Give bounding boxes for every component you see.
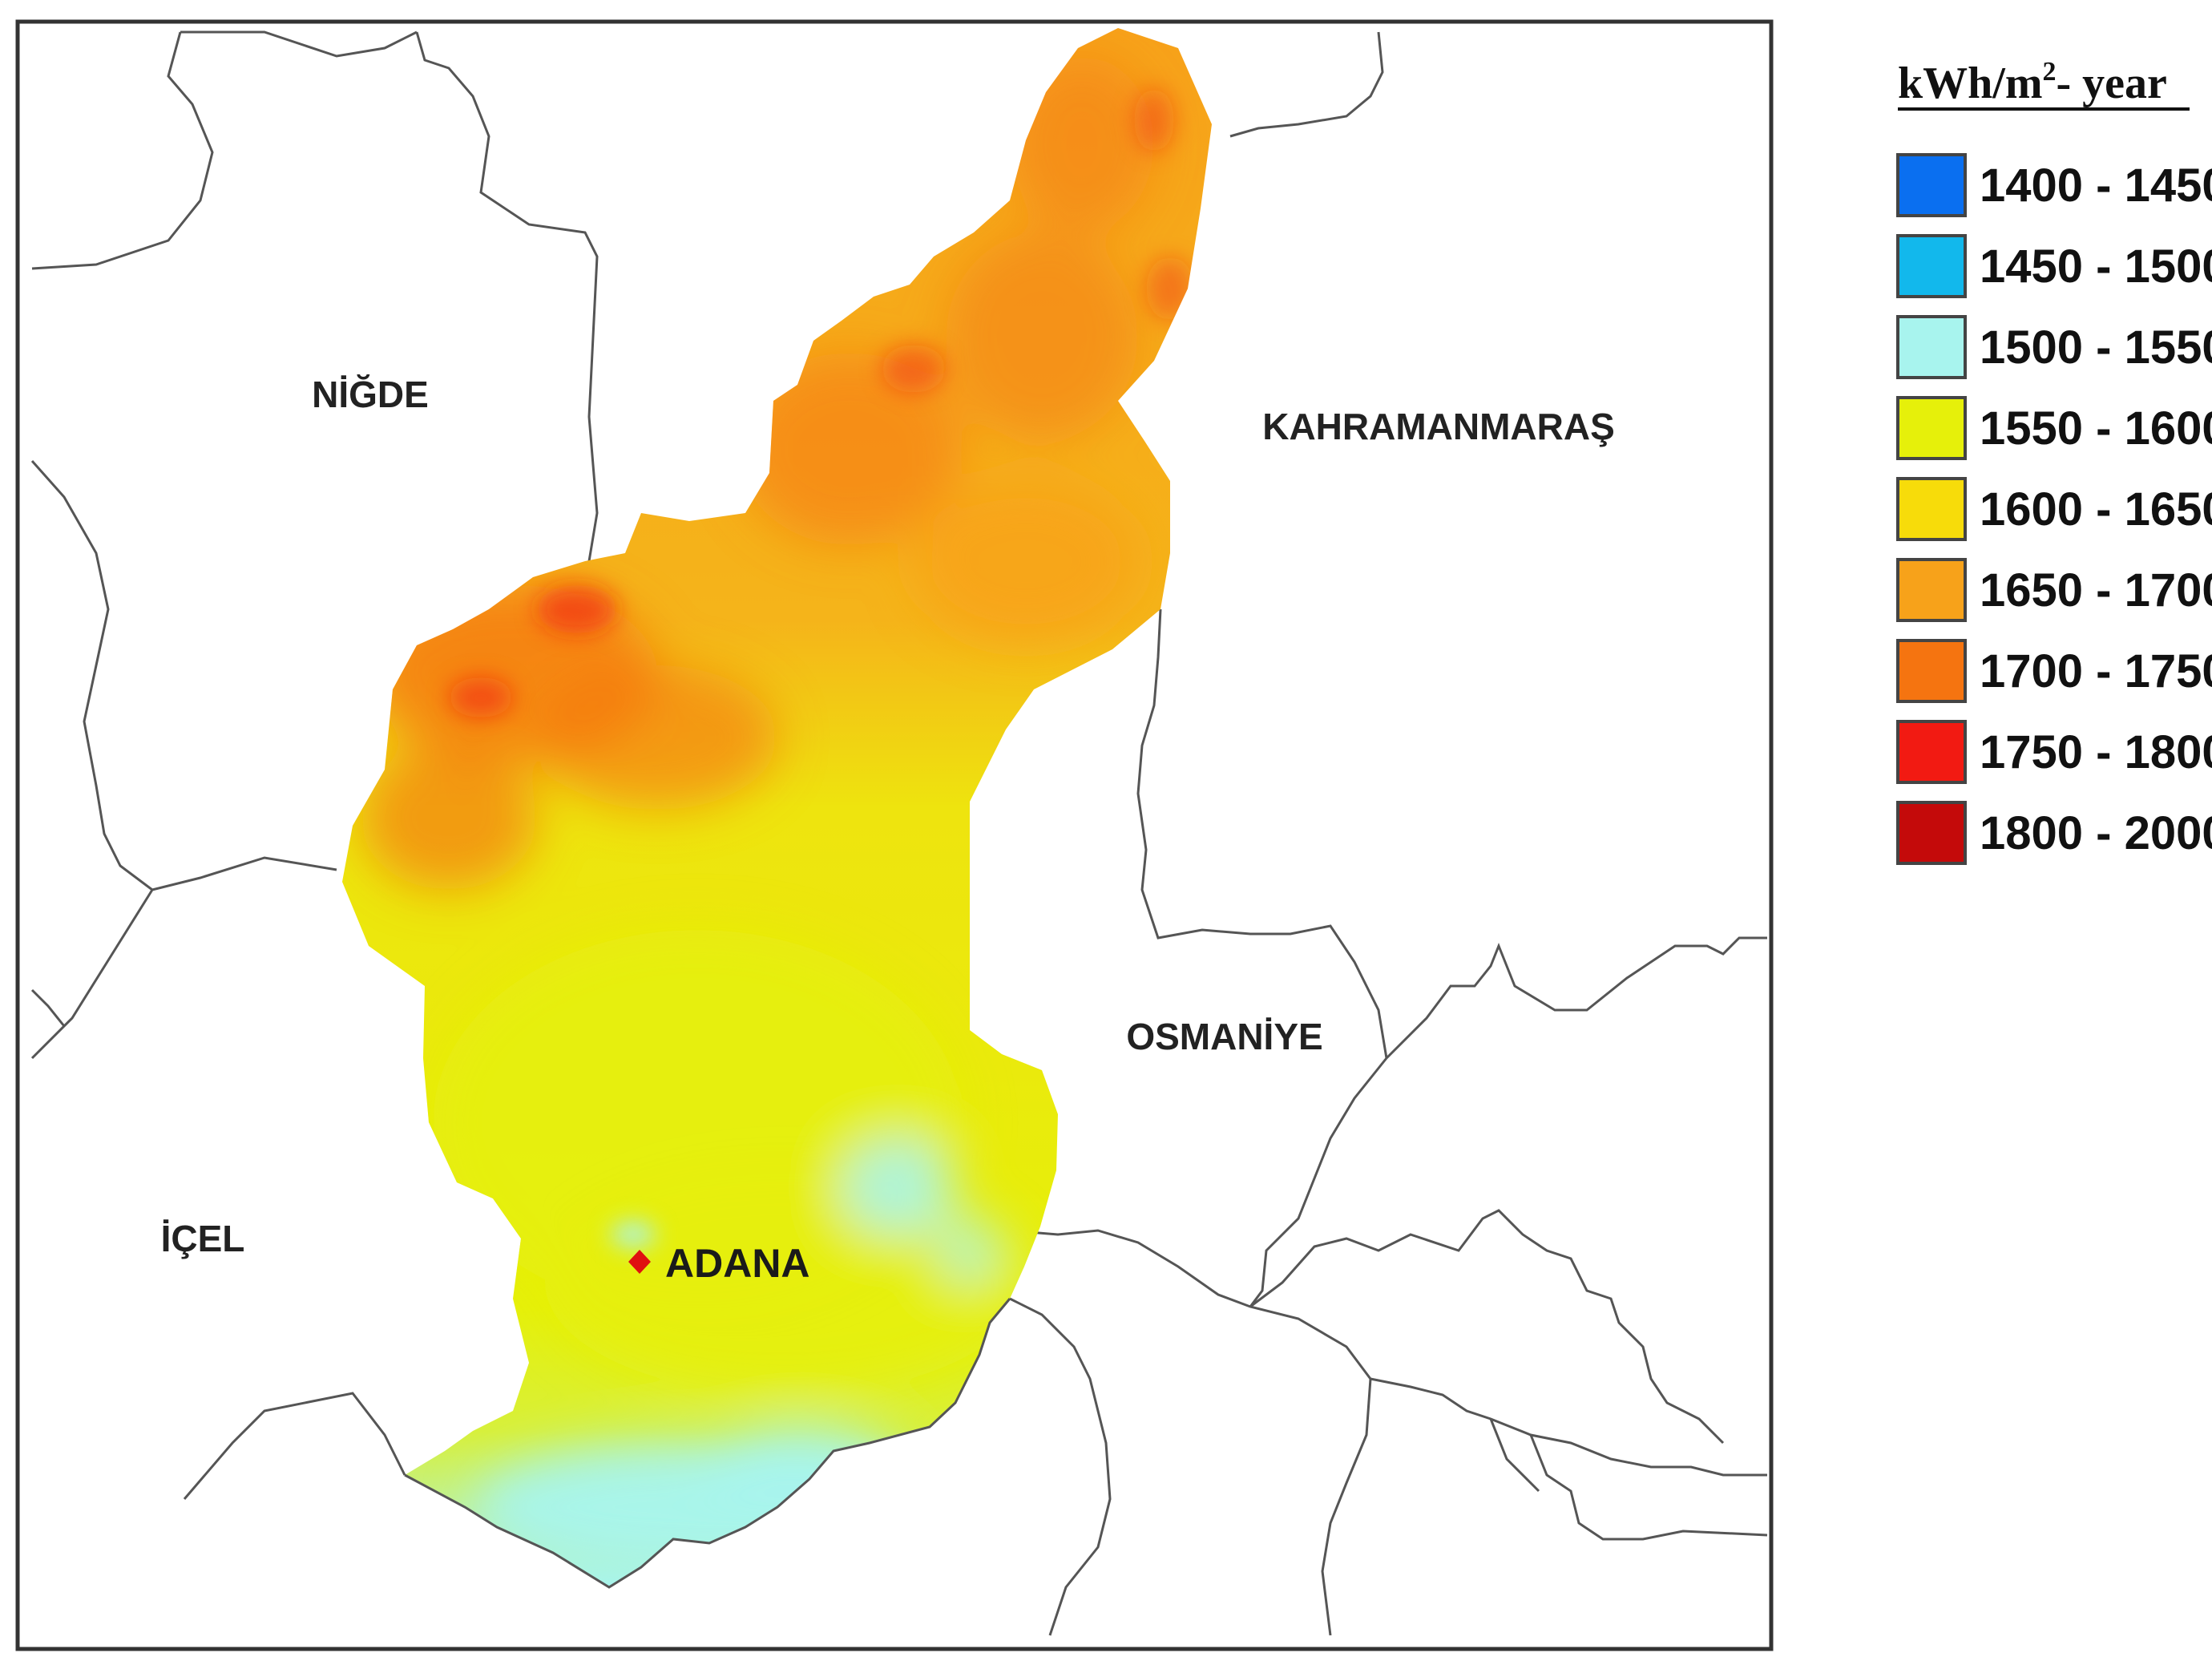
legend-label: 1750 - 1800 xyxy=(1980,726,2212,778)
province-label-osmaniye: OSMANİYE xyxy=(1126,1016,1322,1057)
legend-swatch xyxy=(1896,396,1967,460)
legend-swatch xyxy=(1896,315,1967,379)
city-label-adana: ADANA xyxy=(665,1241,810,1286)
coastline xyxy=(404,1298,1011,1589)
province-label-nigde: NİĞDE xyxy=(312,374,429,415)
legend-unit-title: kWh/m2- year xyxy=(1898,57,2167,108)
legend-label: 1500 - 1550 xyxy=(1980,321,2212,374)
city-marker-icon xyxy=(628,1250,651,1274)
legend-swatch xyxy=(1896,234,1967,298)
legend-label: 1550 - 1600 xyxy=(1980,402,2212,455)
legend-label: 1800 - 2000 xyxy=(1980,807,2212,859)
legend-label: 1700 - 1750 xyxy=(1980,645,2212,697)
legend-label: 1650 - 1700 xyxy=(1980,564,2212,616)
legend-label: 1400 - 1450 xyxy=(1980,160,2212,212)
province-label-icel: İÇEL xyxy=(161,1218,245,1259)
legend-swatch xyxy=(1896,801,1967,865)
legend-items: 1400 - 1450 1450 - 1500 1500 - 1550 1550 - … xyxy=(1896,153,2212,865)
legend-swatch xyxy=(1896,720,1967,784)
legend: kWh/m2- year 1400 - 1450 1450 - 1500 1500 … xyxy=(1896,57,2212,865)
legend-label: 1450 - 1500 xyxy=(1980,240,2212,293)
province-borders xyxy=(30,30,1768,1636)
legend-swatch xyxy=(1896,639,1967,703)
province-label-kahramanmaras: KAHRAMANMARAŞ xyxy=(1262,406,1615,447)
legend-swatch xyxy=(1896,477,1967,541)
legend-label: 1600 - 1650 xyxy=(1980,483,2212,535)
legend-swatch xyxy=(1896,153,1967,217)
legend-swatch xyxy=(1896,558,1967,622)
